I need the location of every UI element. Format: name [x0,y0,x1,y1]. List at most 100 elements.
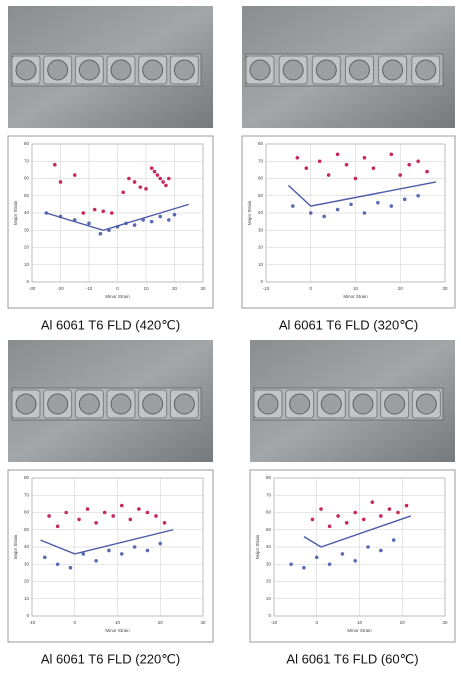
data-point [162,521,167,525]
data-point [107,548,111,553]
data-point [167,176,171,181]
cup [282,59,304,81]
y-tick-label: 80 [24,141,30,146]
cup [348,59,370,81]
y-tick-label: 0 [260,279,263,284]
cup [142,393,164,415]
x-tick-label: 30 [442,286,448,291]
x-tick-label: 0 [309,286,312,291]
data-point [144,187,148,191]
data-point [425,169,429,174]
cup [315,59,337,81]
data-point [366,545,370,549]
data-point [416,159,420,164]
data-point [145,510,150,515]
data-point [55,524,60,529]
data-point [362,156,367,160]
data-point [92,207,97,212]
data-point [319,507,323,511]
y-tick-label: 70 [24,158,30,163]
data-point [85,507,90,511]
y-axis-title: Major Strain [247,200,252,225]
data-point [94,559,98,563]
y-tick-label: 40 [258,210,264,215]
data-point [335,207,340,212]
cup [47,59,69,81]
y-tick-label: 0 [26,613,29,618]
y-tick-label: 40 [24,544,30,549]
data-point [138,185,143,189]
y-tick-label: 60 [258,176,264,181]
x-tick-label: 30 [200,620,206,625]
x-tick-label: -10 [271,620,278,625]
data-point [344,521,349,525]
y-tick-label: 30 [24,561,30,566]
cup [15,59,37,81]
y-axis-title: Major Strain [13,200,18,225]
y-tick-label: 30 [24,227,30,232]
cup [352,393,374,415]
data-point [132,180,137,184]
y-tick-label: 30 [258,227,264,232]
data-point [361,517,366,522]
x-tick-label: -10 [86,286,93,291]
y-tick-label: 50 [266,527,272,532]
x-tick-label: 30 [200,286,206,291]
data-point [340,552,345,556]
data-point [349,202,353,207]
x-tick-label: 10 [143,286,149,291]
x-tick-label: -10 [29,620,36,625]
data-point [132,223,137,227]
y-tick-label: 40 [266,544,272,549]
x-axis-title: Minor Strain [347,628,372,633]
x-tick-label: -10 [263,286,270,291]
data-point [47,514,51,518]
cup [415,393,437,415]
data-point [68,565,73,570]
x-tick-label: 0 [73,620,76,625]
x-tick-label: 10 [357,620,363,625]
data-point [128,517,133,522]
x-tick-label: 20 [172,286,178,291]
data-point [81,552,86,556]
data-point [149,219,154,224]
caption: Al 6061 T6 FLD (320℃) [279,317,418,332]
y-tick-label: 20 [24,579,30,584]
x-tick-label: 20 [398,286,404,291]
y-tick-label: 40 [24,210,30,215]
x-tick-label: -20 [57,286,64,291]
y-tick-label: 70 [266,492,272,497]
data-point [127,176,131,181]
data-point [158,541,163,546]
data-point [119,552,124,556]
data-point [119,503,124,508]
y-tick-label: 0 [268,613,271,618]
data-point [43,555,47,560]
data-point [353,176,358,181]
data-point [327,562,332,567]
data-point [302,565,306,570]
y-tick-label: 30 [266,561,272,566]
data-point [389,204,394,208]
y-tick-label: 80 [266,475,272,480]
data-point [314,555,319,560]
data-point [404,503,409,508]
cup [110,393,132,415]
cup [173,59,195,81]
cup [257,393,279,415]
data-point [416,193,420,198]
data-point [152,169,157,174]
data-point [310,517,315,522]
data-point [164,183,168,188]
x-tick-label: 10 [115,620,121,625]
x-tick-label: 30 [442,620,448,625]
y-tick-label: 60 [24,510,30,515]
cup [289,393,311,415]
y-tick-label: 10 [24,596,30,601]
data-point [55,562,60,567]
data-point [402,197,407,201]
data-point [94,521,98,525]
y-tick-label: 50 [24,193,30,198]
data-point [304,166,309,170]
data-point [167,218,171,222]
